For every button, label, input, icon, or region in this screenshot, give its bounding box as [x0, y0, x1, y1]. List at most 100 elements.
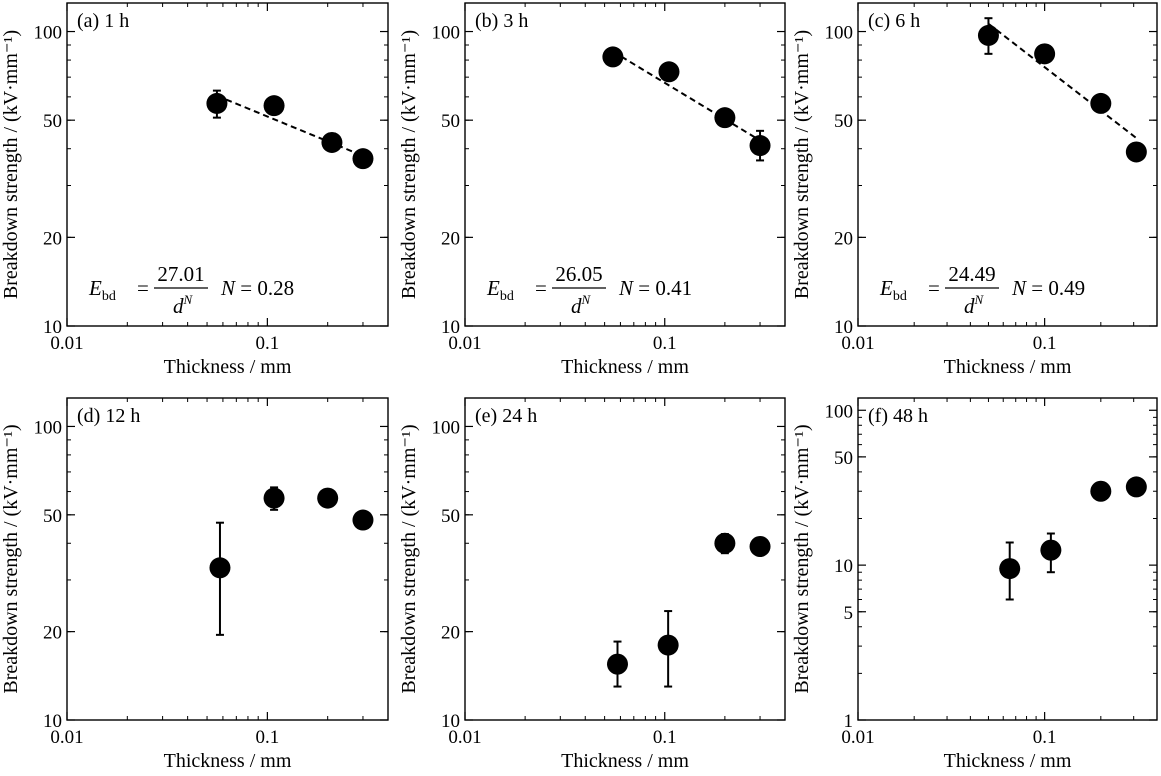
data-point	[209, 557, 231, 579]
panel-label: (c) 6 h	[868, 10, 920, 32]
y-tick-label: 50	[441, 506, 460, 527]
data-point	[977, 24, 999, 46]
equation-equals: =	[137, 276, 149, 300]
data-point	[606, 653, 628, 675]
data-point	[263, 487, 285, 509]
data-point	[263, 95, 285, 117]
data-point	[657, 634, 679, 656]
equation-lhs: Ebd	[879, 276, 907, 304]
y-axis-label: Breakdown strength / (kV·mm⁻¹)	[398, 424, 420, 693]
y-tick-label: 100	[34, 23, 63, 44]
data-point	[1125, 141, 1147, 163]
data-point	[1125, 476, 1147, 498]
panel-label: (d) 12 h	[77, 405, 140, 427]
plot-frame	[66, 397, 389, 721]
equation-equals: =	[535, 276, 547, 300]
x-tick-label: 0.1	[255, 333, 279, 354]
data-point	[321, 131, 343, 153]
equation-n: N = 0.41	[618, 276, 692, 300]
plot-frame	[857, 397, 1158, 721]
equation-numerator: 27.01	[157, 262, 204, 286]
x-axis-label: Thickness / mm	[561, 356, 689, 378]
panel-label: (e) 24 h	[475, 405, 537, 427]
equation-numerator: 24.49	[948, 262, 995, 286]
y-tick-label: 10	[441, 317, 460, 338]
data-point	[1034, 43, 1056, 65]
plot-frame	[857, 2, 1158, 327]
x-axis-label: Thickness / mm	[164, 750, 292, 772]
chart-panel-4: 0.01 0.1 10 20 50 100 Thickness / mm Breakdown …	[0, 397, 389, 772]
plot-frame	[66, 2, 389, 327]
x-tick-label: 0.1	[1033, 727, 1057, 748]
y-tick-label: 10	[834, 556, 853, 577]
data-point	[749, 535, 771, 557]
x-tick-label: 0.01	[841, 333, 874, 354]
y-axis-label: Breakdown strength / (kV·mm⁻¹)	[0, 424, 22, 693]
equation-numerator: 26.05	[555, 262, 602, 286]
fit-line	[612, 50, 761, 142]
equation-lhs: Ebd	[88, 276, 116, 304]
y-axis-label: Breakdown strength / (kV·mm⁻¹)	[398, 30, 420, 299]
chart-panel-5: 0.01 0.1 10 20 50 100 Thickness / mm Breakdown …	[398, 397, 786, 772]
y-tick-label: 50	[43, 506, 62, 527]
y-tick-label: 20	[43, 623, 62, 644]
data-point	[352, 148, 374, 170]
y-tick-label: 100	[432, 23, 461, 44]
equation-n: N = 0.49	[1011, 276, 1085, 300]
equation-lhs: Ebd	[486, 276, 514, 304]
y-tick-label: 100	[432, 417, 461, 438]
y-tick-label: 20	[441, 228, 460, 249]
chart-panel-6: 0.01 0.1 1 5 10 50 100 Thickness / mm Breakdown …	[791, 397, 1158, 772]
equation-equals: =	[928, 276, 940, 300]
fit-line	[987, 22, 1137, 139]
data-point	[749, 135, 771, 157]
y-tick-label: 20	[834, 228, 853, 249]
y-tick-label: 10	[43, 711, 62, 732]
data-point	[317, 487, 339, 509]
y-tick-label: 10	[43, 317, 62, 338]
y-tick-label: 50	[441, 111, 460, 132]
x-axis-label: Thickness / mm	[561, 750, 689, 772]
chart-panel-2: 0.01 0.1 10 20 50 100 Thickness / mm Breakdown …	[398, 2, 786, 378]
data-point	[602, 46, 624, 68]
data-point	[714, 107, 736, 129]
data-point	[1090, 92, 1112, 114]
data-point	[999, 558, 1021, 580]
x-tick-label: 0.01	[50, 333, 83, 354]
data-point	[1090, 480, 1112, 502]
y-tick-label: 100	[825, 401, 854, 422]
data-point	[658, 61, 680, 83]
x-axis-label: Thickness / mm	[164, 356, 292, 378]
x-tick-label: 0.01	[50, 727, 83, 748]
y-axis-label: Breakdown strength / (kV·mm⁻¹)	[791, 30, 813, 299]
x-tick-label: 0.1	[255, 727, 279, 748]
data-point	[206, 92, 228, 114]
y-axis-label: Breakdown strength / (kV·mm⁻¹)	[791, 424, 813, 693]
x-tick-label: 0.01	[448, 333, 481, 354]
plot-frame	[464, 2, 786, 327]
equation-denominator: dN	[173, 292, 194, 318]
x-axis-label: Thickness / mm	[944, 356, 1072, 378]
y-tick-label: 20	[43, 228, 62, 249]
panel-label: (a) 1 h	[77, 10, 129, 32]
y-tick-label: 50	[43, 111, 62, 132]
data-point	[1040, 539, 1062, 561]
equation-denominator: dN	[964, 292, 985, 318]
y-axis-label: Breakdown strength / (kV·mm⁻¹)	[0, 30, 22, 299]
y-tick-label: 1	[844, 711, 854, 732]
panel-label: (f) 48 h	[868, 405, 928, 427]
y-tick-label: 100	[34, 417, 63, 438]
chart-panel-1: 0.01 0.1 10 20 50 100 Thickness / mm Breakdown …	[0, 2, 389, 378]
y-tick-label: 50	[834, 448, 853, 469]
y-tick-label: 10	[441, 711, 460, 732]
x-tick-label: 0.01	[448, 727, 481, 748]
y-tick-label: 5	[844, 603, 854, 624]
x-tick-label: 0.1	[1033, 333, 1057, 354]
data-point	[352, 509, 374, 531]
equation-n: N = 0.28	[220, 276, 294, 300]
x-tick-label: 0.1	[653, 727, 677, 748]
y-tick-label: 50	[834, 111, 853, 132]
x-tick-label: 0.1	[653, 333, 677, 354]
y-tick-label: 10	[834, 317, 853, 338]
